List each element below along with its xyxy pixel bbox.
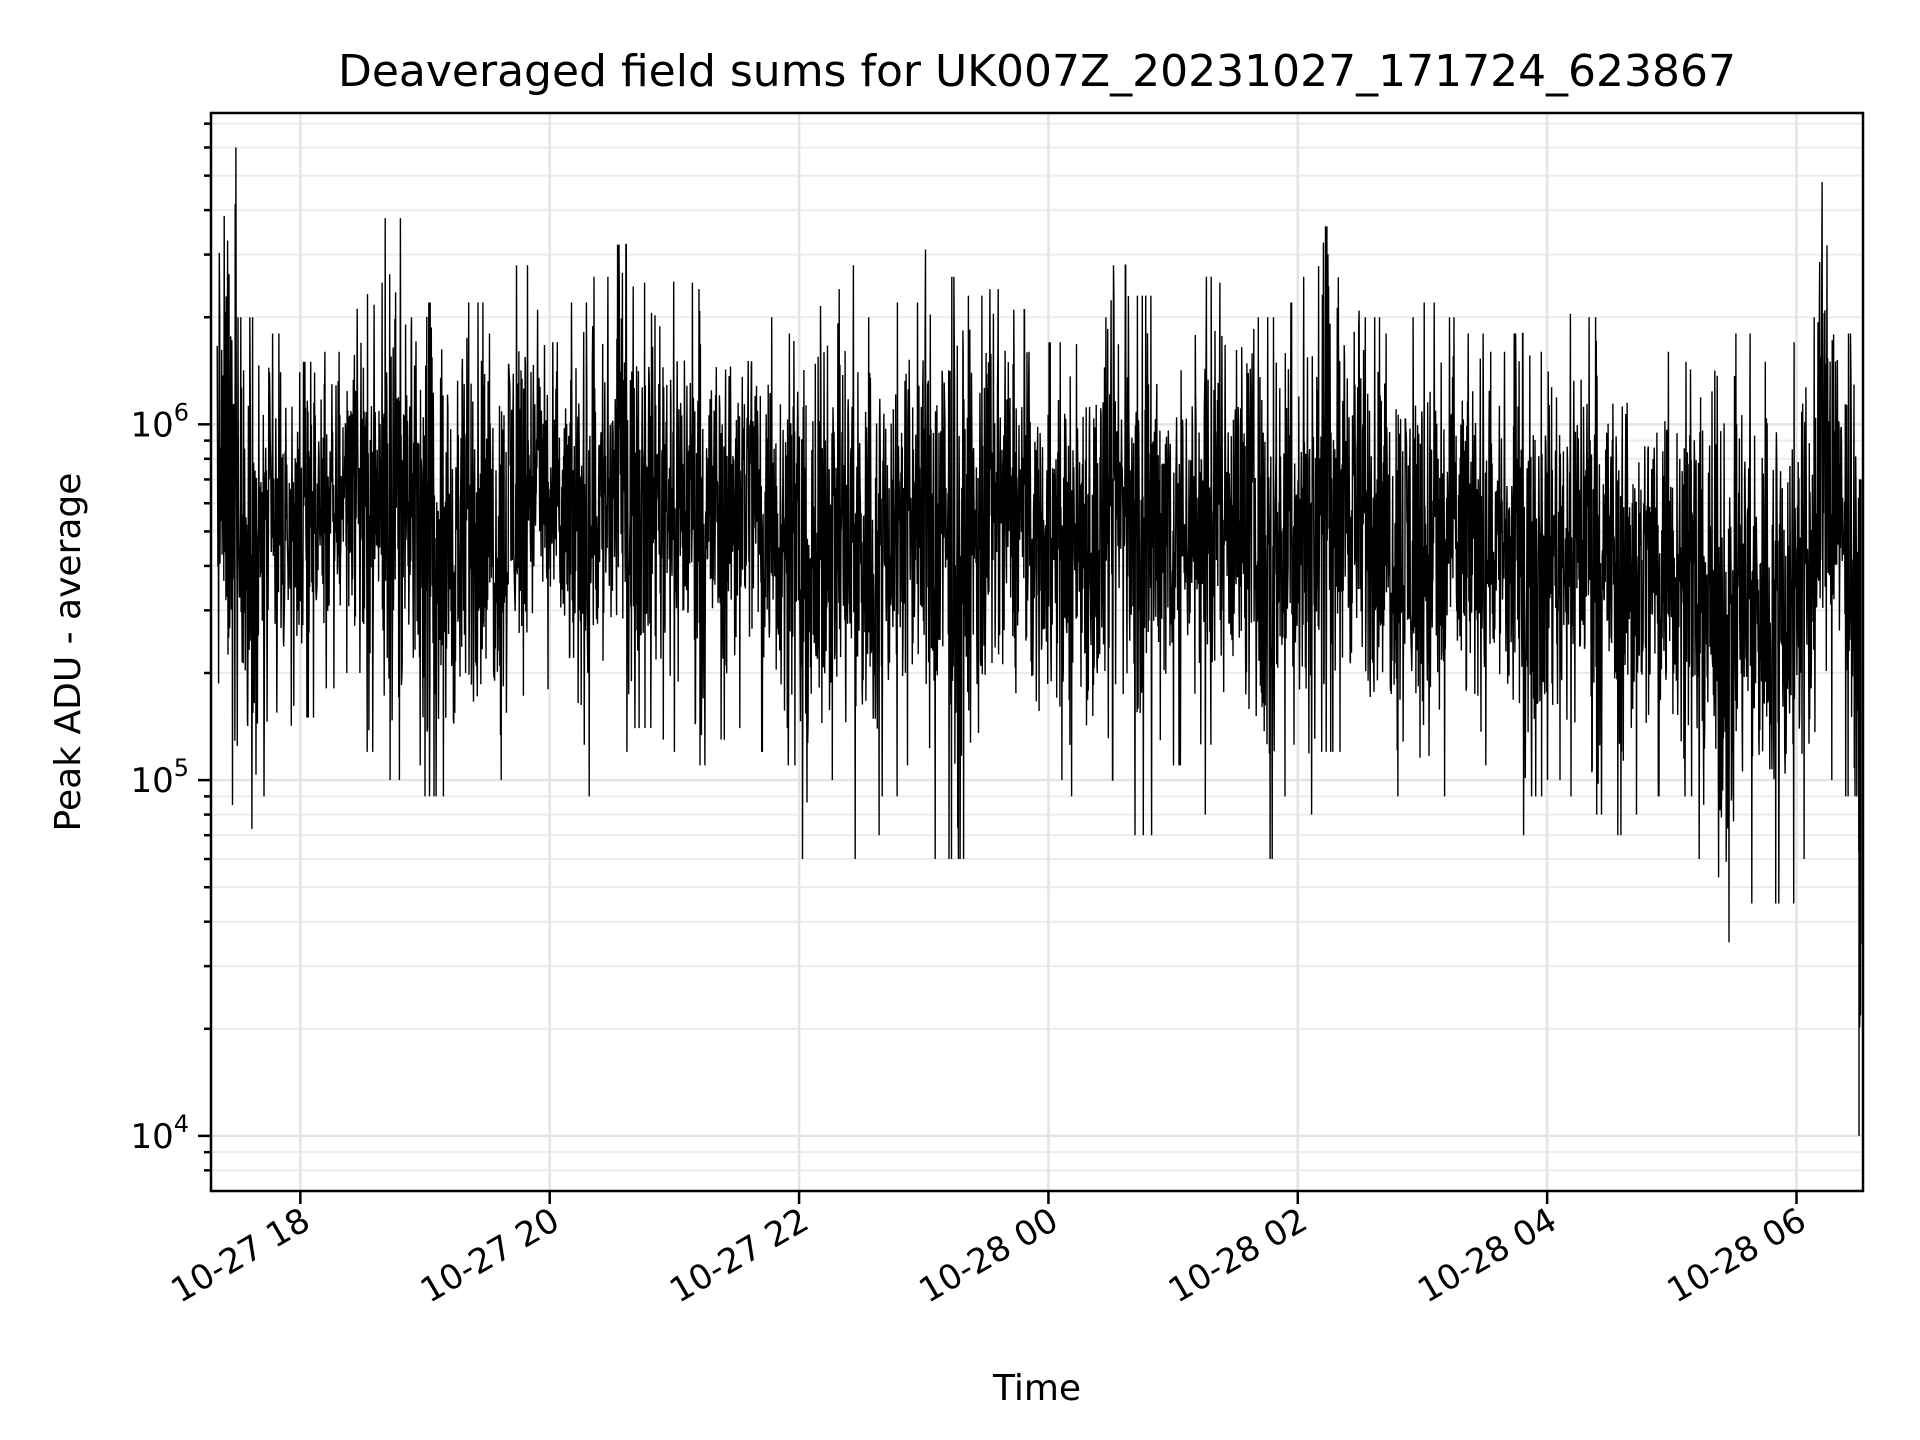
series-line [216,147,1862,1136]
plot-frame [209,111,1865,1193]
x-tick-label: 10-28 04 [1411,1200,1563,1311]
x-axis: 10-27 18 10-27 20 10-27 22 10-28 00 10-28 02… [164,1191,1813,1311]
y-tick-label: 106 [130,398,189,445]
x-axis-label: Time [992,1368,1081,1409]
series-layer [216,147,1862,1136]
y-axis: 104 105 106 [130,122,211,1172]
chart-title: Deaveraged field sums for UK007Z_2023102… [338,46,1736,97]
x-tick-label: 10-28 00 [913,1200,1065,1311]
x-tick-label: 10-27 22 [663,1200,815,1311]
y-tick-label: 104 [130,1110,189,1157]
y-axis-label: Peak ADU - average [48,473,89,832]
x-tick-label: 10-27 20 [414,1200,566,1311]
x-tick-label: 10-28 06 [1661,1200,1813,1311]
y-tick-label: 105 [130,754,189,801]
x-tick-label: 10-28 02 [1162,1200,1314,1311]
x-tick-label: 10-27 18 [164,1200,316,1311]
